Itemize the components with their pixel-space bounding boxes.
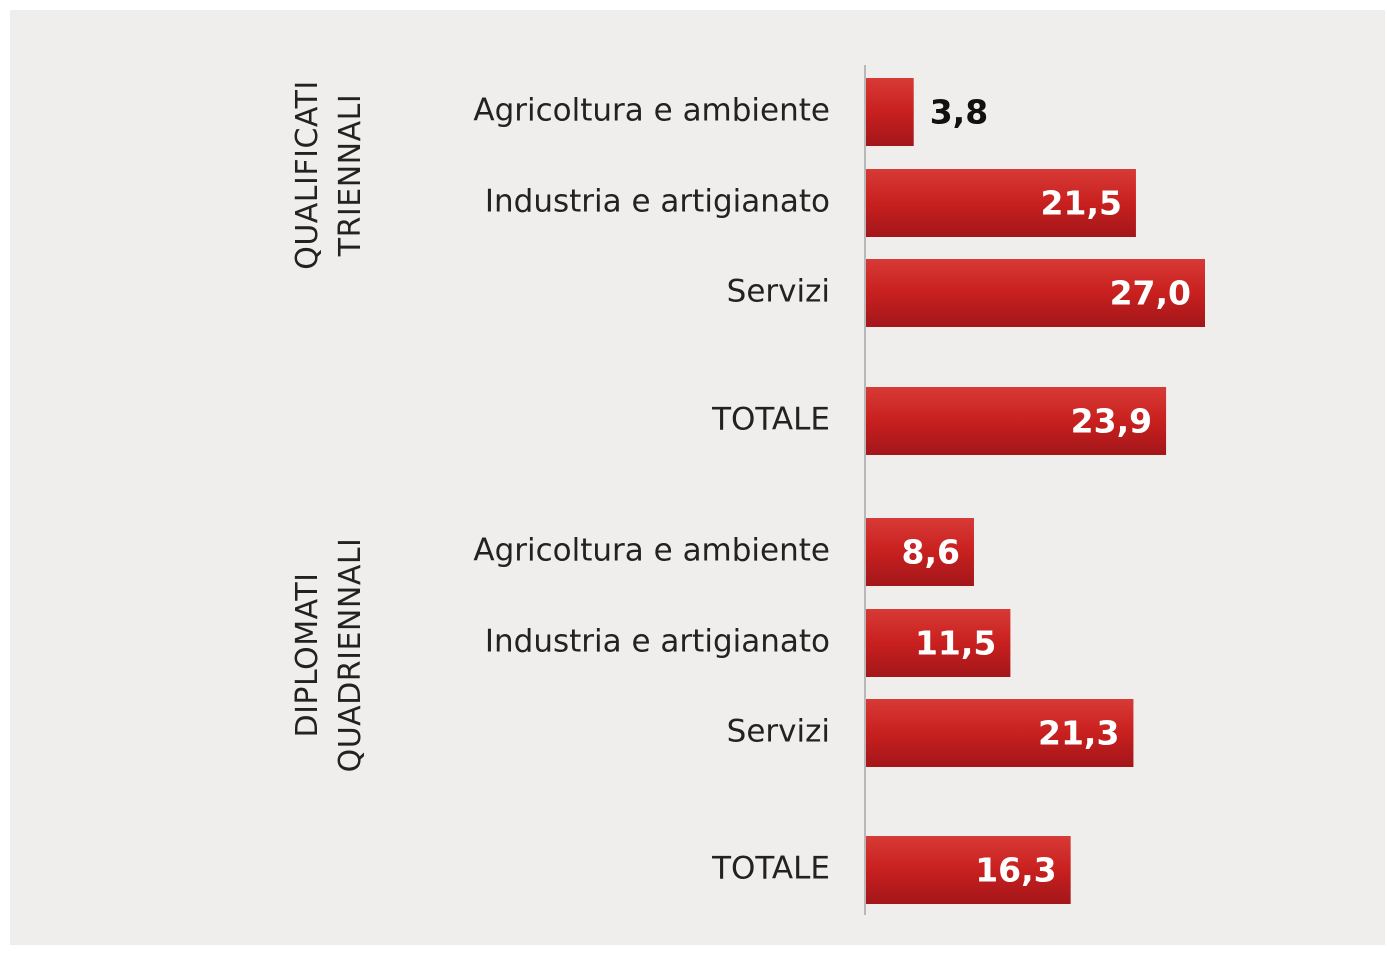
bar	[866, 259, 1205, 327]
bar	[866, 169, 1136, 237]
value-label: 8,6	[902, 533, 960, 572]
bar	[866, 836, 1071, 904]
bar	[866, 699, 1134, 767]
value-label: 23,9	[1071, 402, 1152, 441]
value-label: 11,5	[915, 624, 996, 663]
bar	[866, 387, 1167, 455]
group-label: DIPLOMATI	[290, 572, 325, 737]
value-label: 3,8	[930, 93, 988, 132]
panel	[10, 10, 1385, 945]
value-label: 16,3	[975, 851, 1056, 890]
category-label: Agricoltura e ambiente	[473, 533, 830, 569]
category-label: Servizi	[727, 714, 830, 750]
group-label: TRIENNALI	[333, 94, 368, 257]
bar	[866, 78, 914, 146]
value-label: 21,3	[1038, 714, 1119, 753]
group-label: QUALIFICATI	[290, 80, 325, 270]
value-label: 21,5	[1041, 184, 1122, 223]
group-label: QUADRIENNALI	[333, 538, 368, 773]
category-label: TOTALE	[711, 851, 830, 887]
bar	[866, 609, 1011, 677]
category-label: TOTALE	[711, 402, 830, 438]
category-label: Agricoltura e ambiente	[473, 93, 830, 129]
category-label: Industria e artigianato	[485, 184, 830, 220]
category-label: Servizi	[727, 274, 830, 310]
value-label: 27,0	[1110, 274, 1191, 313]
bar	[866, 518, 974, 586]
category-label: Industria e artigianato	[485, 624, 830, 660]
